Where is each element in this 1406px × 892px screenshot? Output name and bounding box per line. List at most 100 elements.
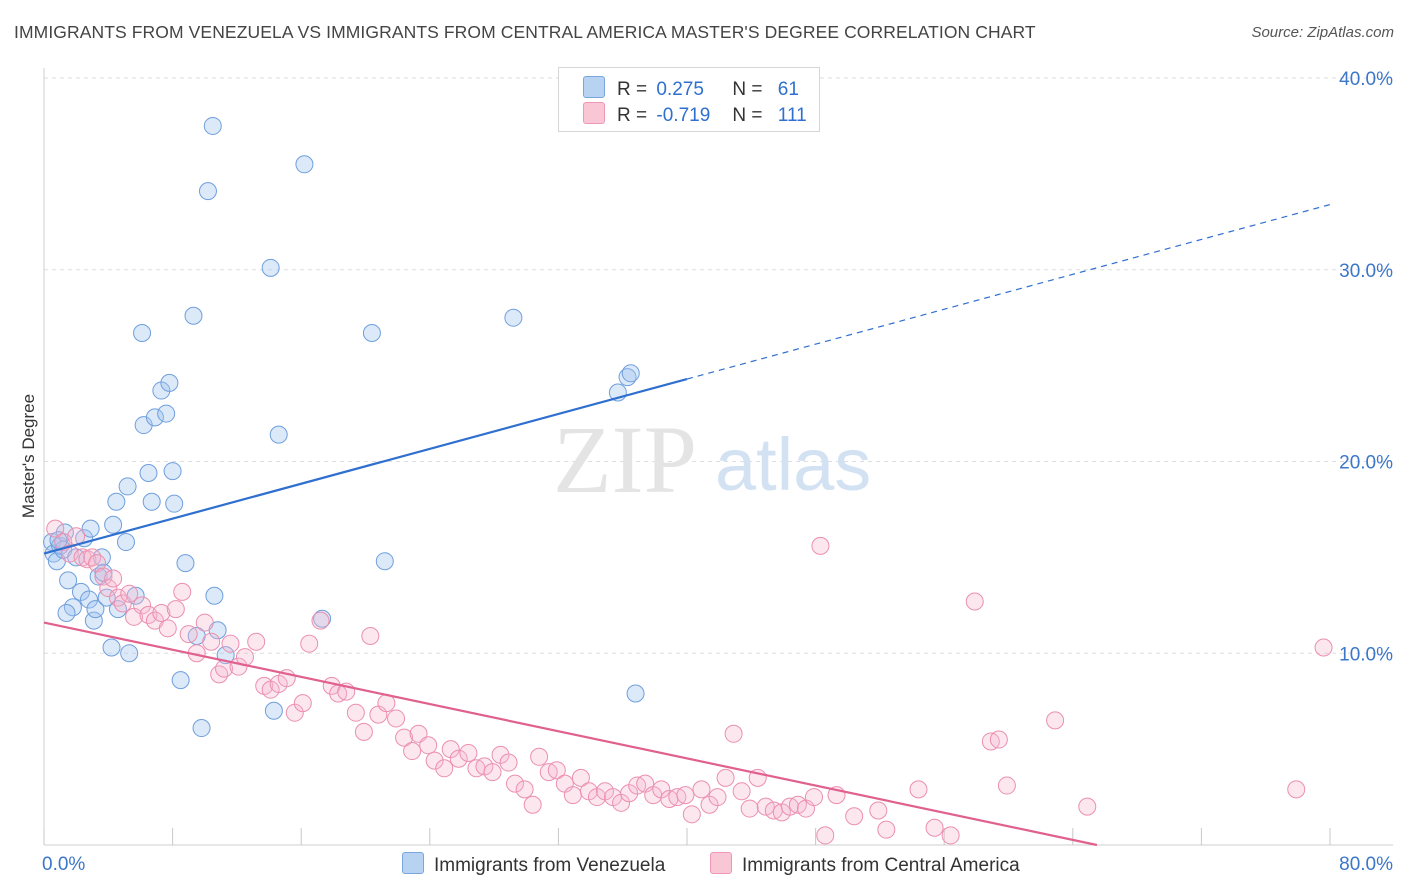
x-tick-label-max: 80.0%	[1339, 854, 1393, 875]
point-venezuela	[84, 611, 103, 630]
point-venezuela	[165, 494, 184, 513]
point-central-america	[166, 600, 185, 619]
point-central-america	[133, 596, 152, 615]
point-central-america	[83, 548, 102, 567]
point-central-america	[1078, 797, 1097, 816]
point-central-america	[152, 603, 171, 622]
point-venezuela	[145, 408, 164, 427]
legend-r-label: R =	[617, 79, 648, 100]
point-venezuela	[157, 404, 176, 423]
point-central-america	[925, 818, 944, 837]
point-venezuela	[626, 684, 645, 703]
y-tick-label: 40.0%	[1339, 69, 1393, 90]
point-central-america	[909, 780, 928, 799]
point-venezuela	[295, 155, 314, 174]
legend-r-value-venezuela: 0.275	[656, 79, 704, 100]
y-tick-label: 30.0%	[1339, 261, 1393, 282]
point-central-america	[732, 782, 751, 801]
grid	[44, 77, 1393, 654]
point-central-america	[1314, 638, 1333, 657]
point-central-america	[395, 728, 414, 747]
legend-n-label: N =	[732, 79, 763, 100]
point-venezuela	[80, 590, 99, 609]
point-central-america	[99, 579, 118, 598]
point-venezuela	[362, 324, 381, 343]
point-central-america	[459, 743, 478, 762]
point-central-america	[311, 611, 330, 630]
point-central-america	[108, 588, 127, 607]
point-central-america	[179, 625, 198, 644]
point-central-america	[403, 742, 422, 761]
point-central-america	[346, 703, 365, 722]
y-tick-label: 20.0%	[1339, 453, 1393, 474]
point-venezuela	[55, 523, 74, 542]
legend-item-central-america: Immigrants from Central America	[710, 852, 1020, 877]
point-central-america	[804, 788, 823, 807]
point-central-america	[173, 582, 192, 601]
point-central-america	[210, 665, 229, 684]
legend-n-value-venezuela: 61	[777, 79, 799, 100]
point-central-america	[300, 634, 319, 653]
point-venezuela	[92, 548, 111, 567]
point-central-america	[247, 632, 266, 651]
point-central-america	[547, 761, 566, 780]
point-venezuela	[504, 308, 523, 327]
point-central-america	[419, 736, 438, 755]
point-central-america	[523, 795, 542, 814]
legend-row-venezuela: R = 0.275 N = 61	[583, 76, 799, 100]
point-venezuela	[120, 644, 139, 663]
point-central-america	[483, 763, 502, 782]
legend-row-central-america: R = -0.719 N = 111	[583, 102, 807, 126]
trend-line-venezuela	[43, 377, 688, 555]
point-venezuela	[57, 603, 76, 622]
y-tick-label: 10.0%	[1339, 644, 1393, 665]
point-central-america	[845, 807, 864, 826]
legend-label-central-america: Immigrants from Central America	[742, 855, 1020, 876]
legend-n-label: N =	[732, 105, 763, 126]
point-central-america	[449, 749, 468, 768]
point-central-america	[515, 780, 534, 799]
point-venezuela	[118, 477, 137, 496]
point-venezuela	[160, 373, 179, 392]
trend-line-central-america	[43, 621, 1098, 847]
point-central-america	[425, 751, 444, 770]
point-venezuela	[375, 552, 394, 571]
point-central-america	[941, 826, 960, 845]
point-central-america	[965, 592, 984, 611]
point-central-america	[692, 780, 711, 799]
series-legend: Immigrants from Venezuela Immigrants fro…	[0, 852, 1406, 878]
chart-title: IMMIGRANTS FROM VENEZUELA VS IMMIGRANTS …	[14, 22, 1036, 42]
point-venezuela	[192, 719, 211, 738]
point-central-america	[104, 569, 123, 588]
point-venezuela	[261, 258, 280, 277]
point-central-america	[571, 768, 590, 787]
point-venezuela	[269, 425, 288, 444]
point-venezuela	[104, 515, 123, 534]
axes	[43, 68, 1393, 846]
point-central-america	[676, 786, 695, 805]
trend-lines	[43, 203, 1331, 847]
point-central-america	[354, 722, 373, 741]
legend-label-venezuela: Immigrants from Venezuela	[434, 855, 666, 876]
source-label: Source: ZipAtlas.com	[1251, 24, 1394, 41]
point-central-america	[682, 805, 701, 824]
point-central-america	[877, 820, 896, 839]
point-central-america	[221, 634, 240, 653]
point-central-america	[740, 799, 759, 818]
point-venezuela	[203, 116, 222, 135]
point-venezuela	[116, 533, 135, 552]
legend-n-value-central-america: 111	[777, 105, 807, 126]
legend-swatch-venezuela	[583, 76, 605, 98]
point-venezuela	[184, 306, 203, 325]
point-central-america	[869, 801, 888, 820]
point-central-america	[530, 747, 549, 766]
point-central-america	[989, 730, 1008, 749]
watermark-atlas: atlas	[715, 423, 871, 506]
point-central-america	[1046, 711, 1065, 730]
point-central-america	[113, 594, 132, 613]
point-venezuela	[264, 701, 283, 720]
point-central-america	[563, 786, 582, 805]
legend-item-venezuela: Immigrants from Venezuela	[402, 852, 665, 877]
point-central-america	[158, 619, 177, 638]
